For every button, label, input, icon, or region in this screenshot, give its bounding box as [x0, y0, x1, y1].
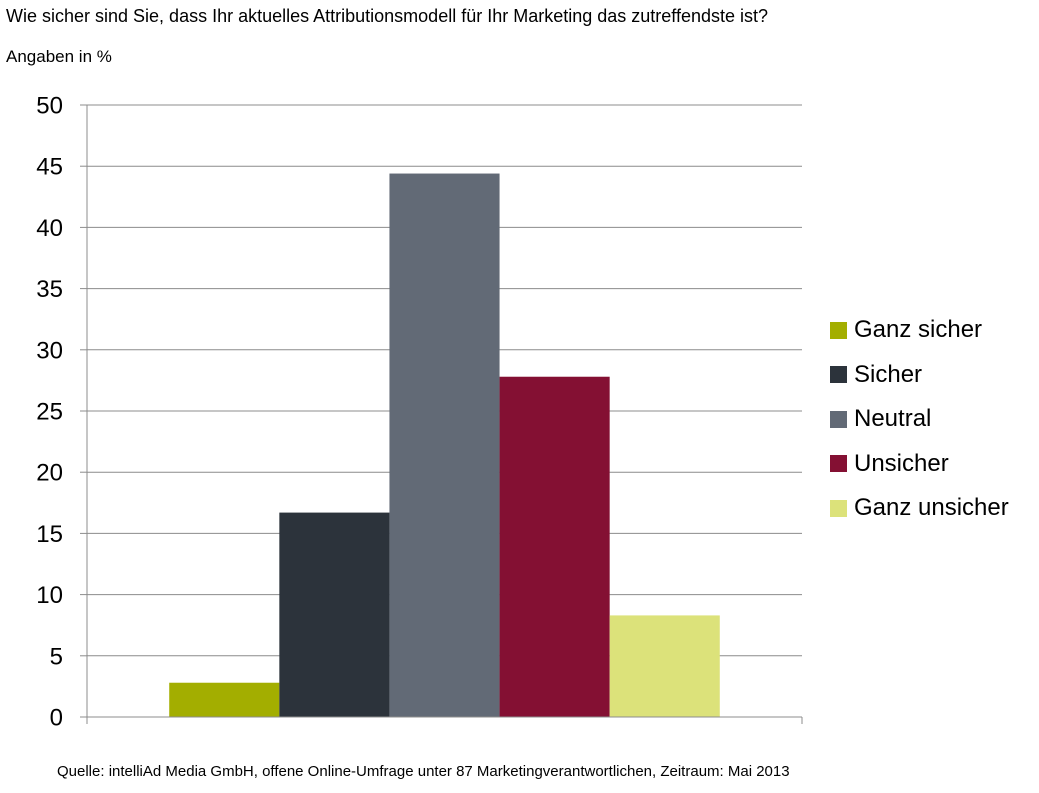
- y-tick-label: 40: [36, 215, 63, 242]
- chart-subtitle: Angaben in %: [6, 47, 112, 66]
- legend: Ganz sicher Sicher Neutral Unsicher Ganz uns…: [830, 308, 1009, 531]
- legend-item-sicher: Sicher: [830, 353, 1009, 398]
- bar-ganz-unsicher: [609, 615, 720, 717]
- y-tick-labels: 0 5 10 15 20 25 30 35 40 45 50: [36, 93, 63, 732]
- y-tick-label: 0: [50, 705, 63, 732]
- y-tick-label: 45: [36, 154, 63, 181]
- legend-swatch: [830, 455, 847, 473]
- y-tick-label: 10: [36, 582, 63, 609]
- legend-label: Unsicher: [854, 449, 949, 477]
- chart-title: Wie sicher sind Sie, dass Ihr aktuelles …: [6, 6, 769, 26]
- y-tick-label: 20: [36, 460, 63, 487]
- y-tick-label: 35: [36, 276, 63, 303]
- bar-ganz-sicher: [169, 682, 280, 717]
- axes: [80, 104, 803, 724]
- y-tick-label: 25: [36, 399, 63, 426]
- legend-item-neutral: Neutral: [830, 397, 1009, 442]
- y-tick-label: 5: [50, 643, 63, 670]
- legend-swatch: [830, 499, 847, 517]
- bar-sicher: [279, 512, 390, 717]
- y-tick-label: 50: [36, 93, 63, 120]
- legend-label: Ganz sicher: [854, 316, 983, 344]
- legend-item-ganz-sicher: Ganz sicher: [830, 308, 1009, 353]
- bar-unsicher: [499, 376, 610, 717]
- legend-label: Neutral: [854, 405, 932, 433]
- legend-item-unsicher: Unsicher: [830, 442, 1009, 487]
- legend-item-ganz-unsicher: Ganz unsicher: [830, 486, 1009, 531]
- legend-label: Ganz unsicher: [854, 494, 1009, 522]
- source-note: Quelle: intelliAd Media GmbH, offene Onl…: [57, 763, 790, 780]
- bars: [169, 173, 720, 717]
- legend-label: Sicher: [854, 360, 923, 388]
- y-tick-label: 15: [36, 521, 63, 548]
- legend-swatch: [830, 366, 847, 384]
- legend-swatch: [830, 410, 847, 428]
- bar-neutral: [389, 173, 500, 717]
- legend-swatch: [830, 321, 847, 339]
- y-tick-label: 30: [36, 337, 63, 364]
